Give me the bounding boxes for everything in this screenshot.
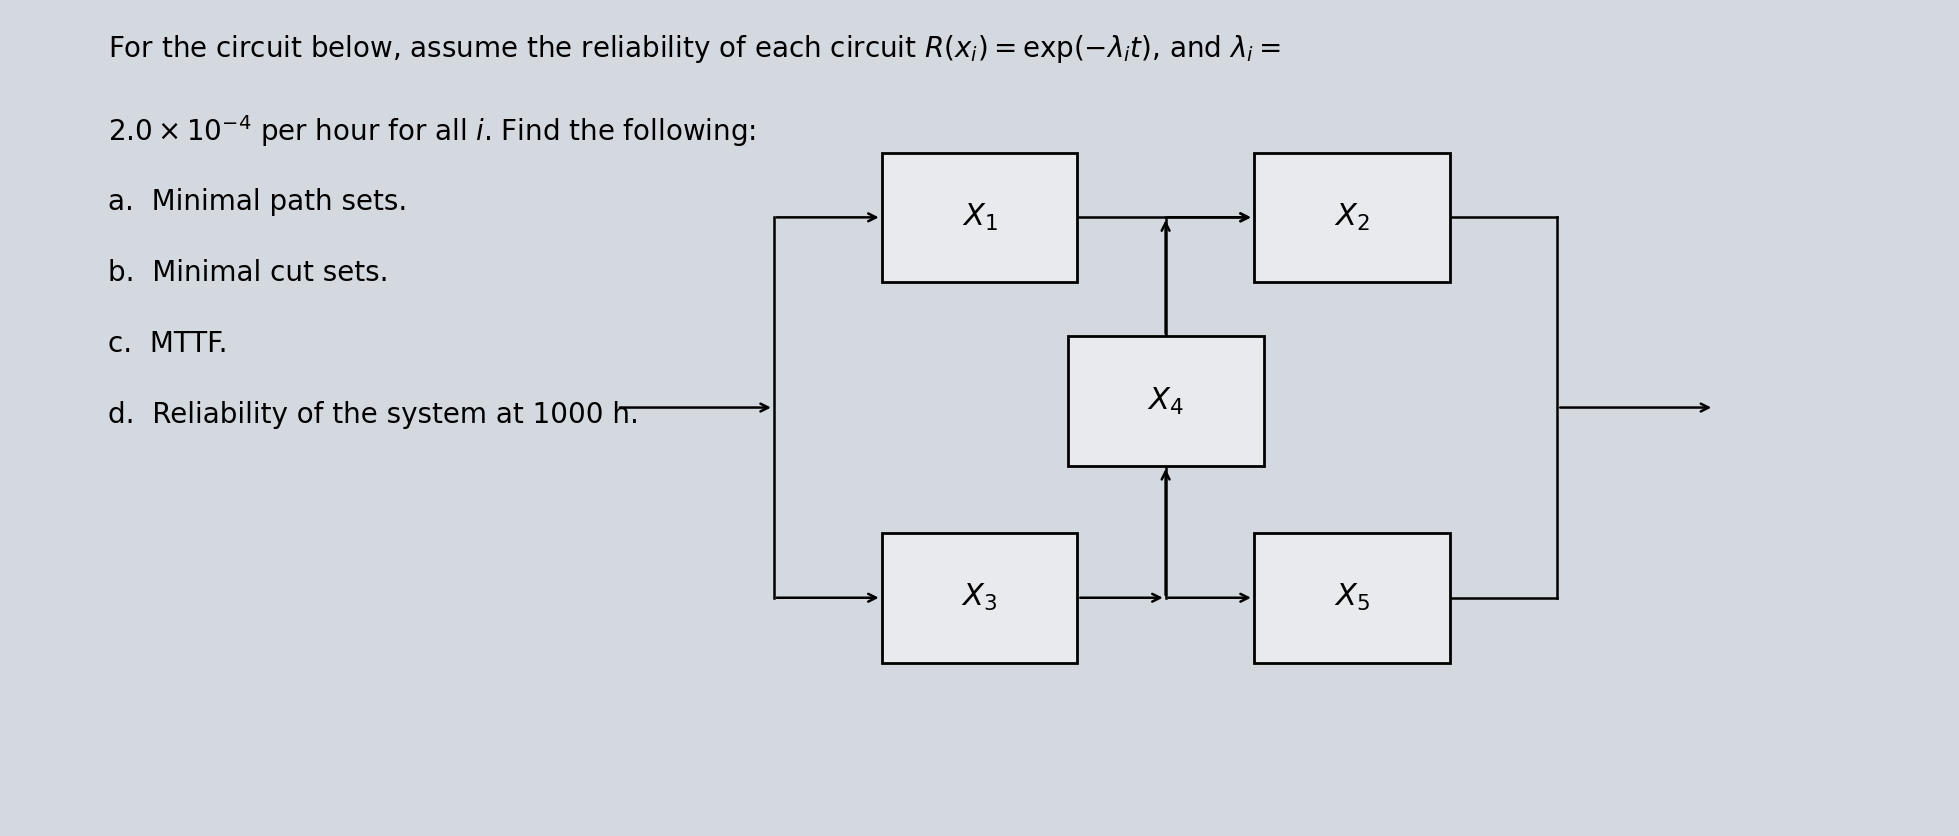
Text: d.  Reliability of the system at 1000 h.: d. Reliability of the system at 1000 h. [108,401,639,429]
Text: c.  MTTF.: c. MTTF. [108,330,227,358]
Text: $X_5$: $X_5$ [1334,582,1369,614]
FancyBboxPatch shape [882,533,1077,662]
Text: $X_2$: $X_2$ [1334,201,1369,233]
FancyBboxPatch shape [1254,153,1450,283]
FancyBboxPatch shape [882,153,1077,283]
Text: a.  Minimal path sets.: a. Minimal path sets. [108,188,407,216]
Text: For the circuit below, assume the reliability of each circuit $R(x_i) = \mathrm{: For the circuit below, assume the reliab… [108,33,1281,65]
FancyBboxPatch shape [1068,336,1264,466]
Text: $2.0 \times 10^{-4}$ per hour for all $i$. Find the following:: $2.0 \times 10^{-4}$ per hour for all $i… [108,113,756,149]
Text: $X_1$: $X_1$ [962,201,997,233]
Text: $X_3$: $X_3$ [962,582,997,614]
Text: b.  Minimal cut sets.: b. Minimal cut sets. [108,259,388,287]
FancyBboxPatch shape [1254,533,1450,662]
Text: $X_4$: $X_4$ [1148,385,1183,417]
